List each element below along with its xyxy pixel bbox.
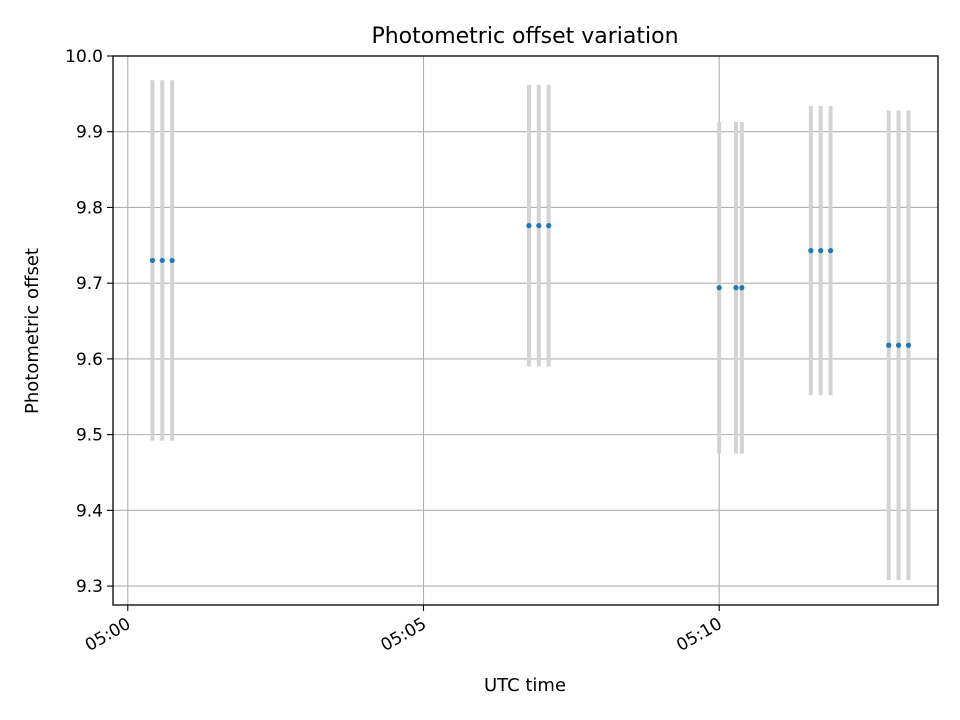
data-point [169, 257, 175, 264]
data-point [733, 285, 739, 291]
y-tick-label: 9.6 [76, 350, 103, 370]
data-point [716, 285, 722, 291]
y-tick-label: 9.5 [76, 426, 103, 446]
x-axis-label: UTC time [484, 675, 566, 696]
data-point [149, 257, 156, 264]
y-tick-label: 9.3 [76, 577, 103, 597]
data-point [818, 248, 824, 254]
chart-title: Photometric offset variation [371, 24, 678, 49]
data-points [149, 223, 912, 348]
data-point [895, 342, 902, 348]
data-point [546, 223, 552, 229]
data-point [827, 248, 834, 254]
y-axis: 9.3 9.4 9.5 9.6 9.7 9.8 9.9 10.0 [65, 47, 113, 597]
data-point [905, 342, 912, 348]
plot-frame [112, 55, 939, 606]
y-tick-label: 9.9 [76, 123, 103, 143]
y-tick-label: 9.8 [76, 198, 103, 218]
y-tick-label: 10.0 [65, 47, 103, 67]
data-point [808, 248, 814, 254]
data-point [526, 223, 532, 229]
data-point [159, 257, 165, 264]
data-point [886, 342, 892, 348]
data-point [536, 223, 542, 229]
y-axis-label: Photometric offset [22, 248, 43, 414]
y-tick-label: 9.4 [76, 501, 103, 521]
data-point [739, 285, 745, 291]
y-tick-label: 9.7 [76, 274, 103, 294]
